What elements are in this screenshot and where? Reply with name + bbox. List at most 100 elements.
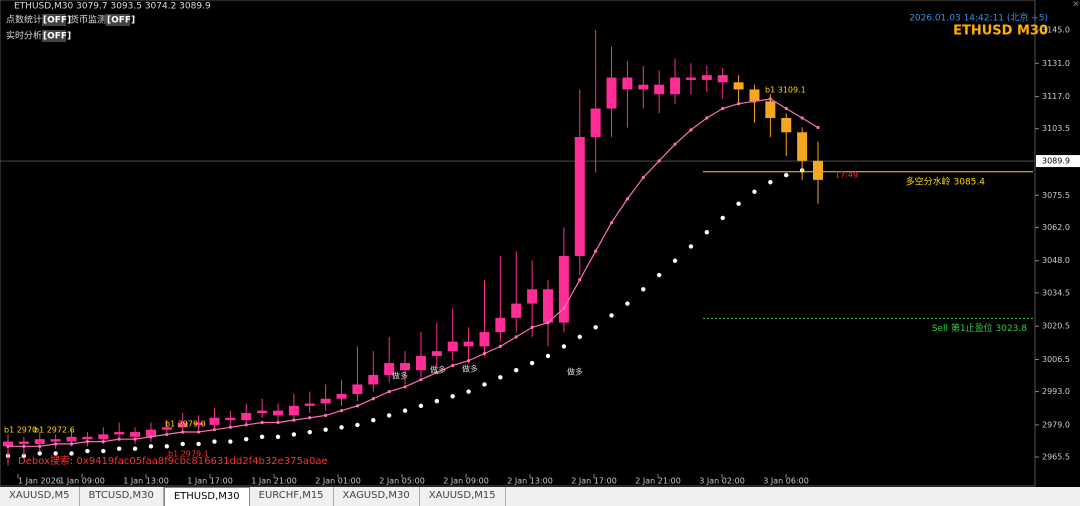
toggle-state[interactable]: [OFF]: [107, 16, 135, 26]
candle-body: [384, 363, 395, 375]
moving-average-dot: [38, 444, 42, 448]
support-dot: [768, 180, 773, 185]
moving-average-dot: [149, 435, 153, 439]
tab[interactable]: EURCHF,M15: [250, 487, 334, 506]
candle-body: [813, 160, 823, 180]
support-dot: [180, 441, 185, 447]
candle-body: [114, 432, 125, 435]
tab[interactable]: XAGUSD,M30: [334, 487, 420, 506]
moving-average-dot: [625, 197, 630, 201]
annotation: b1 2979.0: [165, 420, 206, 429]
support-dot: [514, 367, 519, 373]
support-dot: [53, 451, 58, 456]
toggle-state[interactable]: [OFF]: [43, 16, 71, 26]
candle-body: [304, 403, 315, 406]
candle-body: [733, 82, 744, 90]
moving-average-dot: [514, 335, 518, 339]
candle-body: [511, 303, 522, 318]
candle-body: [685, 77, 696, 80]
support-dot: [196, 441, 201, 447]
support-dot: [577, 334, 582, 340]
moving-average-dot: [736, 102, 741, 106]
support-dot: [132, 446, 138, 451]
candle-body: [336, 393, 347, 399]
moving-average-dot: [387, 389, 391, 394]
moving-average-dot: [228, 425, 232, 429]
moving-average-dot: [705, 116, 709, 120]
candle-body: [670, 77, 681, 95]
moving-average-dot: [324, 413, 328, 417]
symbol-info: ETHUSD,M30 3079.7 3093.5 3074.2 3089.9: [14, 2, 211, 12]
moving-average-dot: [355, 404, 360, 408]
support-dot: [212, 439, 217, 444]
moving-average-dot: [816, 125, 820, 130]
tab[interactable]: XAUUSD,M15: [420, 487, 506, 506]
moving-average-dot: [69, 442, 74, 446]
y-tick-label: 3006.5: [1042, 355, 1070, 364]
x-tick-label: 3 Jan 06:00: [763, 477, 809, 486]
moving-average-dot: [117, 437, 121, 441]
support-dot: [259, 434, 265, 440]
support-dot: [561, 344, 567, 349]
candle-body: [18, 441, 29, 444]
close-icon[interactable]: ×: [1072, 0, 1080, 10]
candle-body: [66, 436, 77, 442]
support-dot: [85, 448, 90, 454]
moving-average-dot: [339, 409, 344, 413]
tab[interactable]: XAUUSD,M5: [0, 487, 80, 506]
x-tick-label: 1 Jan 21:00: [251, 477, 297, 486]
level-label: 多空分水岭 3085.4: [906, 175, 986, 187]
moving-average-dot: [562, 306, 566, 310]
x-tick-label: 2 Jan 01:00: [315, 477, 361, 486]
support-dot: [641, 287, 646, 292]
moving-average-dot: [800, 116, 804, 120]
annotation: 17:49: [835, 171, 858, 180]
support-dot: [228, 439, 233, 444]
candle-body: [368, 374, 379, 385]
moving-average-dot: [752, 99, 757, 103]
support-dot: [402, 408, 408, 413]
x-tick-label: 1 Jan 2026: [18, 477, 61, 486]
support-dot: [37, 451, 42, 456]
tab[interactable]: BTCUSD,M30: [80, 487, 164, 506]
y-tick-label: 3145.0: [1042, 25, 1070, 34]
moving-average-dot: [721, 106, 725, 111]
candle-body: [590, 108, 601, 138]
moving-average-dot: [292, 418, 296, 422]
candle-body: [574, 137, 585, 256]
toggle-label: 货币监测: [70, 14, 106, 26]
support-dot: [307, 429, 312, 435]
support-dot: [434, 398, 440, 404]
tab[interactable]: ETHUSD,M30: [163, 487, 250, 506]
support-dot: [69, 451, 74, 456]
support-dot: [529, 360, 535, 366]
candle-body: [161, 427, 172, 430]
annotation: b1 2979.1: [168, 450, 209, 459]
moving-average-dot: [594, 249, 598, 253]
moving-average-dot: [403, 385, 407, 389]
x-tick-label: 2 Jan 13:00: [507, 477, 553, 486]
moving-average-dot: [276, 420, 280, 425]
support-dot: [466, 389, 471, 394]
moving-average-dot: [22, 444, 26, 448]
annotation: b1 2970: [4, 426, 37, 435]
moving-average-dot: [6, 444, 10, 448]
chart: × ETHUSD,M30 3079.7 3093.5 3074.2 3089.9…: [0, 0, 1080, 487]
support-dot: [148, 444, 154, 449]
moving-average-dot: [768, 97, 772, 101]
y-tick-label: 3075.5: [1042, 191, 1070, 200]
level-label: Sell 第1止盈位 3023.8: [932, 322, 1027, 334]
x-tick-label: 2 Jan 21:00: [635, 477, 681, 486]
support-dot: [291, 432, 297, 437]
candle-body: [781, 118, 792, 133]
candle-body: [431, 351, 442, 356]
moving-average-dot: [308, 416, 312, 420]
candle-body: [241, 413, 252, 421]
candle-body: [50, 439, 61, 442]
candle-body: [701, 75, 712, 80]
moving-average-dot: [85, 439, 90, 444]
toggle-state[interactable]: [OFF]: [43, 32, 71, 42]
moving-average-dot: [165, 432, 169, 437]
moving-average-dot: [244, 423, 248, 427]
candle-body: [415, 355, 426, 371]
